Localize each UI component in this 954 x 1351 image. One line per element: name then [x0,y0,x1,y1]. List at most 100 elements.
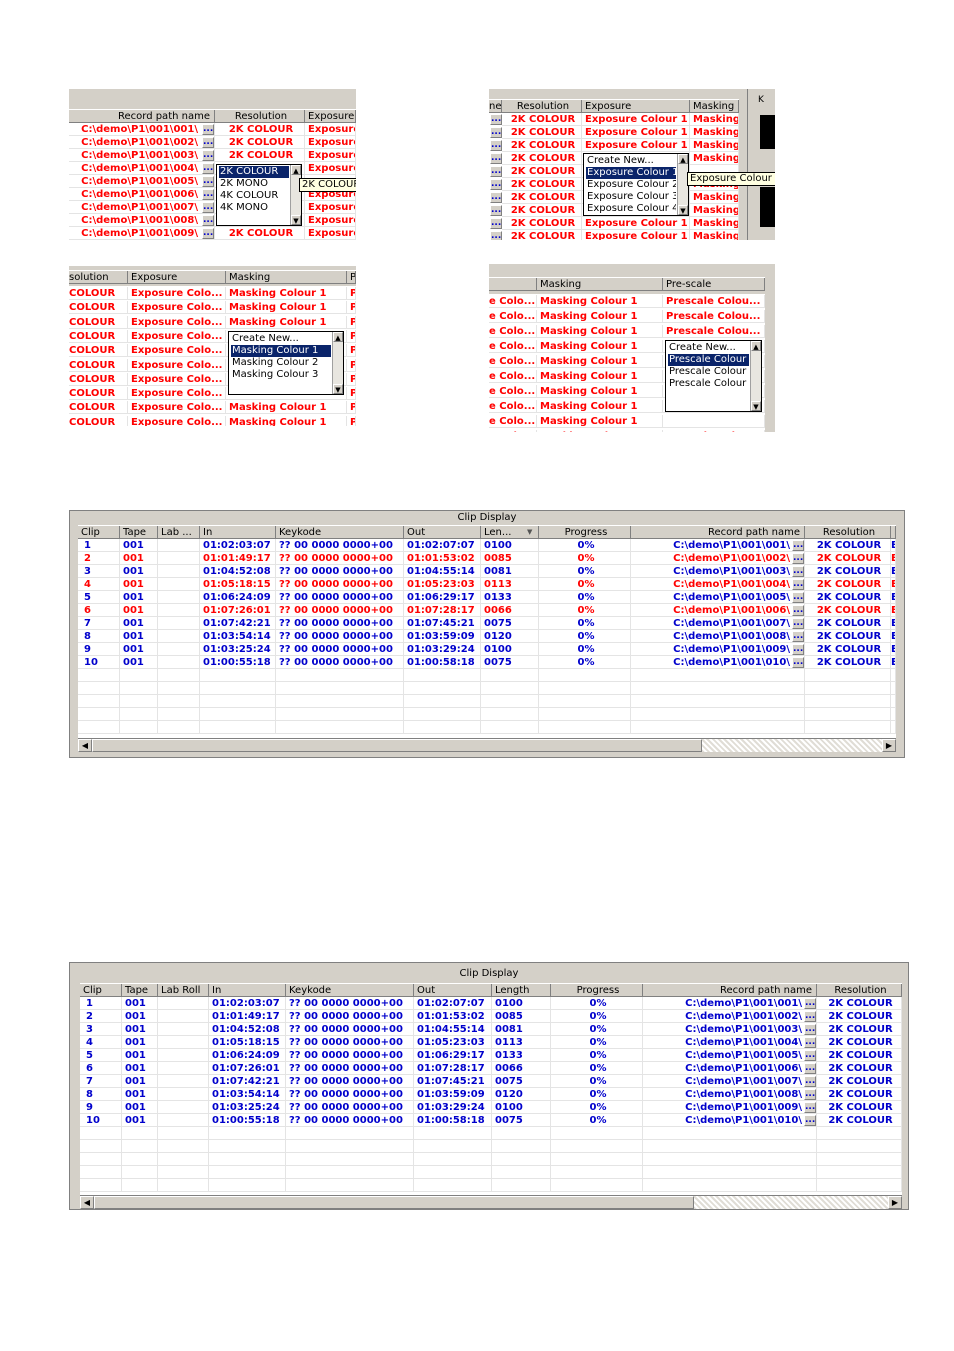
prescale-cell[interactable]: P [347,372,356,386]
browse-button[interactable]: ... [202,150,214,161]
length-cell[interactable]: 0066 [492,1062,551,1075]
in-cell[interactable]: 01:00:55:18 [209,1114,286,1127]
table-row[interactable]: 6 001 01:07:26:01?? 00 0000 0000+00 01:07:2… [78,604,896,617]
exposure-cell[interactable]: e Colo... [489,295,537,308]
header-masking[interactable]: Masking [537,278,663,291]
record-path-name-cell[interactable]: C:\demo\P1\001\002\ [631,552,805,565]
header-tape[interactable]: Tape [122,984,158,997]
header-resolution[interactable]: Resolution [805,526,891,539]
browse-button[interactable]: ... [490,231,502,240]
lab-roll-cell[interactable] [158,1101,209,1114]
dropdown-option[interactable]: Create New... [232,333,299,344]
keykode-cell[interactable]: ?? 00 0000 0000+00 [276,617,404,630]
masking-cell[interactable] [226,387,347,401]
browse-button[interactable]: ... [202,215,214,226]
exposure-cell[interactable]: Exposure Colour 1 [582,217,690,230]
header-keykode[interactable]: Keykode [286,984,414,997]
resolution-cell[interactable]: 2K COLOUR [215,149,305,162]
clip-cell[interactable]: 8 [80,1088,122,1101]
tape-cell[interactable]: 001 [122,1101,158,1114]
sort-down-icon[interactable]: ▼ [527,528,533,536]
browse-button[interactable]: ... [792,618,804,629]
exposure-cell[interactable]: Exposure [305,149,356,162]
masking-cell[interactable]: Masking Colour 1 [537,340,663,353]
record-path-cell[interactable]: C:\demo\P1\001\005\ [69,175,215,188]
resolution-cell[interactable]: 2K COLOUR [805,552,891,565]
table-row[interactable]: 8 001 01:03:54:14?? 00 0000 0000+00 01:03:5… [78,630,896,643]
clip-cell[interactable]: 7 [78,617,120,630]
table-row[interactable]: 5 001 01:06:24:09?? 00 0000 0000+00 01:06:2… [78,591,896,604]
e-cell[interactable]: E [891,591,896,604]
scroll-up-icon[interactable]: ▲ [751,341,761,351]
e-cell[interactable]: E [891,565,896,578]
lab-roll-cell[interactable] [158,539,200,552]
masking-cell[interactable]: Masking [690,152,739,165]
table-row[interactable]: C:\demo\P1\001\002\... 2K COLOUR Exposure [69,136,356,149]
in-cell[interactable]: 01:07:26:01 [209,1062,286,1075]
browse-button[interactable]: ... [804,1076,816,1087]
resolution-cell[interactable]: 2K COLOUR [817,1101,902,1114]
progress-cell[interactable]: 0% [551,1114,643,1127]
browse-button[interactable]: ... [202,124,214,135]
tape-cell[interactable]: 001 [122,1075,158,1088]
browse-button[interactable]: ... [202,228,214,239]
exposure-cell[interactable]: Exposure Colo... [128,301,226,315]
header-resolution[interactable]: Resolution [502,100,582,113]
out-cell[interactable]: 01:07:45:21 [414,1075,492,1088]
progress-cell[interactable]: 0% [539,617,631,630]
progress-cell[interactable]: 0% [539,643,631,656]
header-clip[interactable]: Clip [78,526,120,539]
prescale-cell[interactable]: Prescale Colou... [663,430,765,432]
dropdown-option[interactable]: 4K MONO [220,202,268,213]
header-length[interactable]: Length [492,984,551,997]
exposure-cell[interactable]: Exposure Colo... [128,372,226,386]
record-path-name-cell[interactable]: C:\demo\P1\001\010\ [631,656,805,669]
keykode-cell[interactable]: ?? 00 0000 0000+00 [286,1088,414,1101]
masking-cell[interactable]: Masking Colour 1 [226,315,347,329]
resolution-cell[interactable]: 2K COLOUR [805,604,891,617]
in-cell[interactable]: 01:01:49:17 [200,552,276,565]
keykode-cell[interactable]: ?? 00 0000 0000+00 [286,1049,414,1062]
exposure-cell[interactable]: e Colo... [489,355,537,368]
keykode-cell[interactable]: ?? 00 0000 0000+00 [286,1075,414,1088]
out-cell[interactable]: 01:06:29:17 [414,1049,492,1062]
lab-roll-cell[interactable] [158,565,200,578]
record-path-cell[interactable]: C:\demo\P1\001\009\ [69,227,215,240]
table-row[interactable]: e Colo... Masking Colour 1 [489,415,765,428]
exposure-cell[interactable]: e Colo... [489,400,537,413]
table-row[interactable]: C:\demo\P1\001\001\... 2K COLOUR Exposure [69,123,356,136]
masking-cell[interactable]: Masking Colour 1 [226,287,347,300]
header-resolution[interactable]: Resolution [817,984,902,997]
length-cell[interactable]: 0085 [492,1010,551,1023]
e-cell[interactable]: E [891,539,896,552]
e-cell[interactable]: E [891,552,896,565]
progress-cell[interactable]: 0% [551,1088,643,1101]
resolution-cell[interactable]: 2K COLOUR [817,1075,902,1088]
browse-button[interactable]: ... [804,998,816,1009]
table-row[interactable] [80,1140,902,1153]
exposure-cell[interactable]: Exposure [305,227,356,240]
prescale-cell[interactable]: P [347,329,356,343]
lab-roll-cell[interactable] [158,578,200,591]
tape-cell[interactable]: 001 [122,1036,158,1049]
record-path-cell[interactable]: C:\demo\P1\001\008\ [69,214,215,227]
prescale-cell[interactable]: P [347,387,356,401]
resolution-cell[interactable] [215,214,305,227]
table-row[interactable]: 10 001 01:00:55:18?? 00 0000 0000+00 01:00:… [78,656,896,669]
exposure-cell[interactable]: Exposure [305,188,356,201]
exposure-cell[interactable]: Exposure Colour 1 [582,230,690,240]
tape-cell[interactable]: 001 [122,997,158,1010]
exposure-cell[interactable]: Exposure Colo... [128,344,226,358]
resolution-cell[interactable]: 2K COLOUR [502,126,582,139]
table-row[interactable] [78,669,896,682]
e-cell[interactable]: E [891,643,896,656]
lab-roll-cell[interactable] [158,591,200,604]
length-cell[interactable]: 0120 [481,630,539,643]
tape-cell[interactable]: 001 [120,630,158,643]
scroll-down-icon[interactable]: ▼ [291,215,301,225]
resolution-cell[interactable]: 2K COLOUR [817,1088,902,1101]
tape-cell[interactable]: 001 [120,578,158,591]
progress-cell[interactable]: 0% [551,1010,643,1023]
